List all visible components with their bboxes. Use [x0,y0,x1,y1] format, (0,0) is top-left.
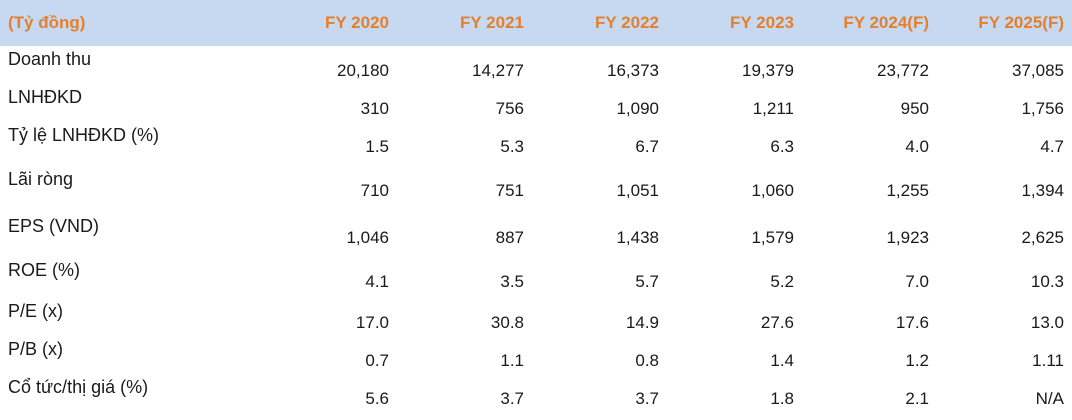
row-value: 1,923 [886,228,929,247]
row-value: 4.0 [905,137,929,156]
table-row: LNHĐKD 310 756 1,090 1,211 950 1,756 [0,84,1072,122]
row-value: 14.9 [625,313,659,332]
row-value: 887 [495,228,524,247]
table-row: Tỷ lệ LNHĐKD (%) 1.5 5.3 6.7 6.3 4.0 4.7 [0,122,1072,160]
row-value: 4.7 [1040,137,1064,156]
row-value: 1,394 [1021,181,1064,200]
row-value: 5.2 [770,272,794,291]
row-value: N/A [1035,389,1064,408]
row-label: Lãi ròng [8,168,74,189]
table-row: EPS (VND) 1,046 887 1,438 1,579 1,923 2,625 [0,210,1072,254]
row-value: 2.1 [905,389,929,408]
row-value: 16,373 [607,61,659,80]
table-row: Lãi ròng 710 751 1,051 1,060 1,255 1,394 [0,160,1072,210]
row-value: 4.1 [365,272,389,291]
row-label: Tỷ lệ LNHĐKD (%) [8,124,160,145]
row-value: 1.1 [500,351,524,370]
unit-label: (Tỷ đồng) [8,13,86,32]
year-header: FY 2020 [325,13,389,32]
row-value: 27.6 [760,313,794,332]
row-value: 37,085 [1012,61,1064,80]
table-row: ROE (%) 4.1 3.5 5.7 5.2 7.0 10.3 [0,254,1072,298]
row-value: 1,211 [752,99,794,118]
row-label: P/B (x) [8,338,64,359]
row-value: 1,046 [346,228,389,247]
row-value: 1.8 [770,389,794,408]
row-value: 310 [360,99,389,118]
row-value: 1.5 [365,137,389,156]
row-value: 19,379 [742,61,794,80]
row-value: 950 [900,99,929,118]
table-header-row: (Tỷ đồng) FY 2020 FY 2021 FY 2022 FY 202… [0,0,1072,46]
row-label: Doanh thu [8,48,92,69]
row-label: Cổ tức/thị giá (%) [8,376,149,397]
row-value: 17.0 [355,313,389,332]
year-header: FY 2025(F) [978,13,1064,32]
row-value: 17.6 [895,313,929,332]
row-value: 6.3 [770,137,794,156]
row-value: 1,060 [751,181,794,200]
row-value: 1,438 [616,228,659,247]
row-value: 2,625 [1021,228,1064,247]
row-value: 1.2 [905,351,929,370]
row-value: 1,255 [886,181,929,200]
row-value: 1,756 [1021,99,1064,118]
year-header: FY 2022 [595,13,659,32]
row-value: 1.4 [770,351,794,370]
row-value: 20,180 [337,61,389,80]
year-header: FY 2023 [730,13,794,32]
table-row: Cổ tức/thị giá (%) 5.6 3.7 3.7 1.8 2.1 N/A [0,374,1072,412]
row-value: 23,772 [877,61,929,80]
table-row: P/B (x) 0.7 1.1 0.8 1.4 1.2 1.11 [0,336,1072,374]
row-value: 756 [495,99,524,118]
row-value: 5.7 [635,272,659,291]
row-value: 13.0 [1030,313,1064,332]
row-value: 7.0 [905,272,929,291]
year-header: FY 2024(F) [843,13,929,32]
table-row: Doanh thu 20,180 14,277 16,373 19,379 23,772 3… [0,46,1072,84]
row-value: 5.6 [365,389,389,408]
row-value: 14,277 [472,61,524,80]
row-value: 751 [495,181,524,200]
row-label: P/E (x) [8,300,64,321]
row-value: 1.11 [1032,351,1064,370]
row-value: 30.8 [490,313,524,332]
row-value: 10.3 [1030,272,1064,291]
row-label: EPS (VND) [8,215,100,236]
row-value: 1,090 [616,99,659,118]
row-value: 5.3 [500,137,524,156]
row-value: 3.7 [500,389,524,408]
year-header: FY 2021 [460,13,524,32]
row-label: ROE (%) [8,259,80,280]
row-value: 1,051 [616,181,659,200]
row-value: 1,579 [751,228,794,247]
row-value: 3.7 [635,389,659,408]
row-value: 0.7 [365,351,389,370]
row-value: 6.7 [635,137,659,156]
row-value: 710 [360,181,389,200]
row-label: LNHĐKD [8,86,83,107]
row-value: 0.8 [635,351,659,370]
table-body: Doanh thu 20,180 14,277 16,373 19,379 23,772 3… [0,46,1072,412]
row-value: 3.5 [500,272,524,291]
table-row: P/E (x) 17.0 30.8 14.9 27.6 17.6 13.0 [0,298,1072,336]
